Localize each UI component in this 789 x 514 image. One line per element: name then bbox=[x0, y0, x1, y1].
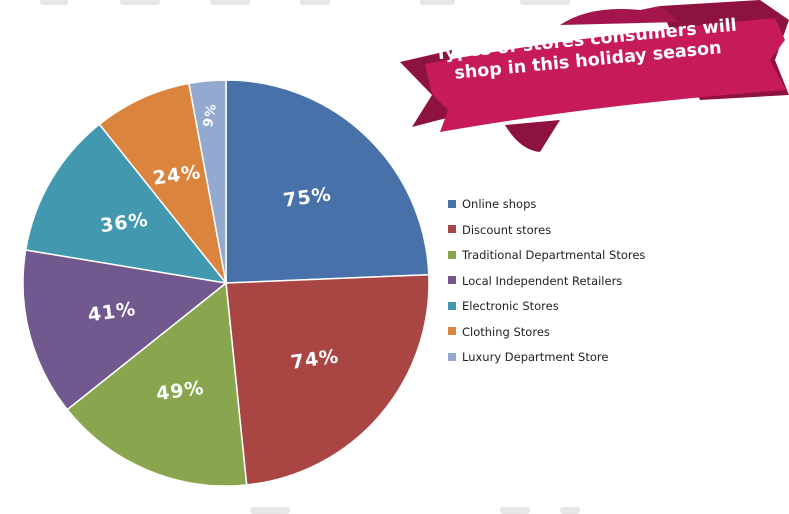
legend-label: Electronic Stores bbox=[462, 299, 559, 313]
legend-label: Traditional Departmental Stores bbox=[462, 248, 646, 262]
legend-swatch bbox=[448, 276, 456, 284]
legend-item: Traditional Departmental Stores bbox=[448, 248, 645, 274]
legend-label: Discount stores bbox=[462, 222, 552, 237]
legend-label: Luxury Department Store bbox=[462, 350, 609, 364]
cropped-header-strip bbox=[0, 0, 789, 10]
pie-slice-traditional-departmental-stores bbox=[66, 281, 248, 487]
pie-slice-electronic-stores bbox=[24, 123, 228, 285]
chart-legend: Online shops Discount stores Traditional D… bbox=[448, 197, 645, 376]
pie-slice-clothing-stores bbox=[98, 82, 227, 284]
legend-item: Online shops bbox=[448, 197, 645, 223]
ribbon-body bbox=[425, 18, 786, 132]
legend-item: Electronic Stores bbox=[448, 299, 645, 325]
legend-swatch bbox=[448, 301, 456, 310]
pie-slice-local-independent-retailers bbox=[22, 249, 228, 411]
legend-swatch bbox=[448, 250, 456, 259]
legend-label: Local Independent Retailers bbox=[462, 273, 623, 288]
pie-slice-online-shops bbox=[225, 79, 430, 284]
legend-item: Luxury Department Store bbox=[448, 350, 645, 376]
legend-item: Discount stores bbox=[448, 223, 645, 249]
cropped-footer-strip bbox=[0, 501, 789, 514]
title-ribbon bbox=[400, 0, 789, 152]
pie-slice-luxury-department-store bbox=[188, 79, 227, 284]
legend-item: Local Independent Retailers bbox=[448, 274, 645, 300]
ribbon-bottom-fold bbox=[505, 120, 560, 152]
legend-swatch bbox=[448, 199, 456, 208]
legend-item: Clothing Stores bbox=[448, 325, 645, 351]
slice-value-label: 9% bbox=[201, 102, 220, 128]
legend-swatch bbox=[448, 327, 456, 335]
legend-swatch bbox=[448, 225, 456, 233]
legend-swatch bbox=[448, 352, 456, 361]
legend-label: Online shops bbox=[462, 197, 537, 211]
pie-slices bbox=[22, 79, 430, 487]
ribbon-top-fold bbox=[560, 6, 680, 25]
legend-label: Clothing Stores bbox=[462, 324, 550, 339]
pie-slice-discount-stores bbox=[225, 273, 430, 486]
